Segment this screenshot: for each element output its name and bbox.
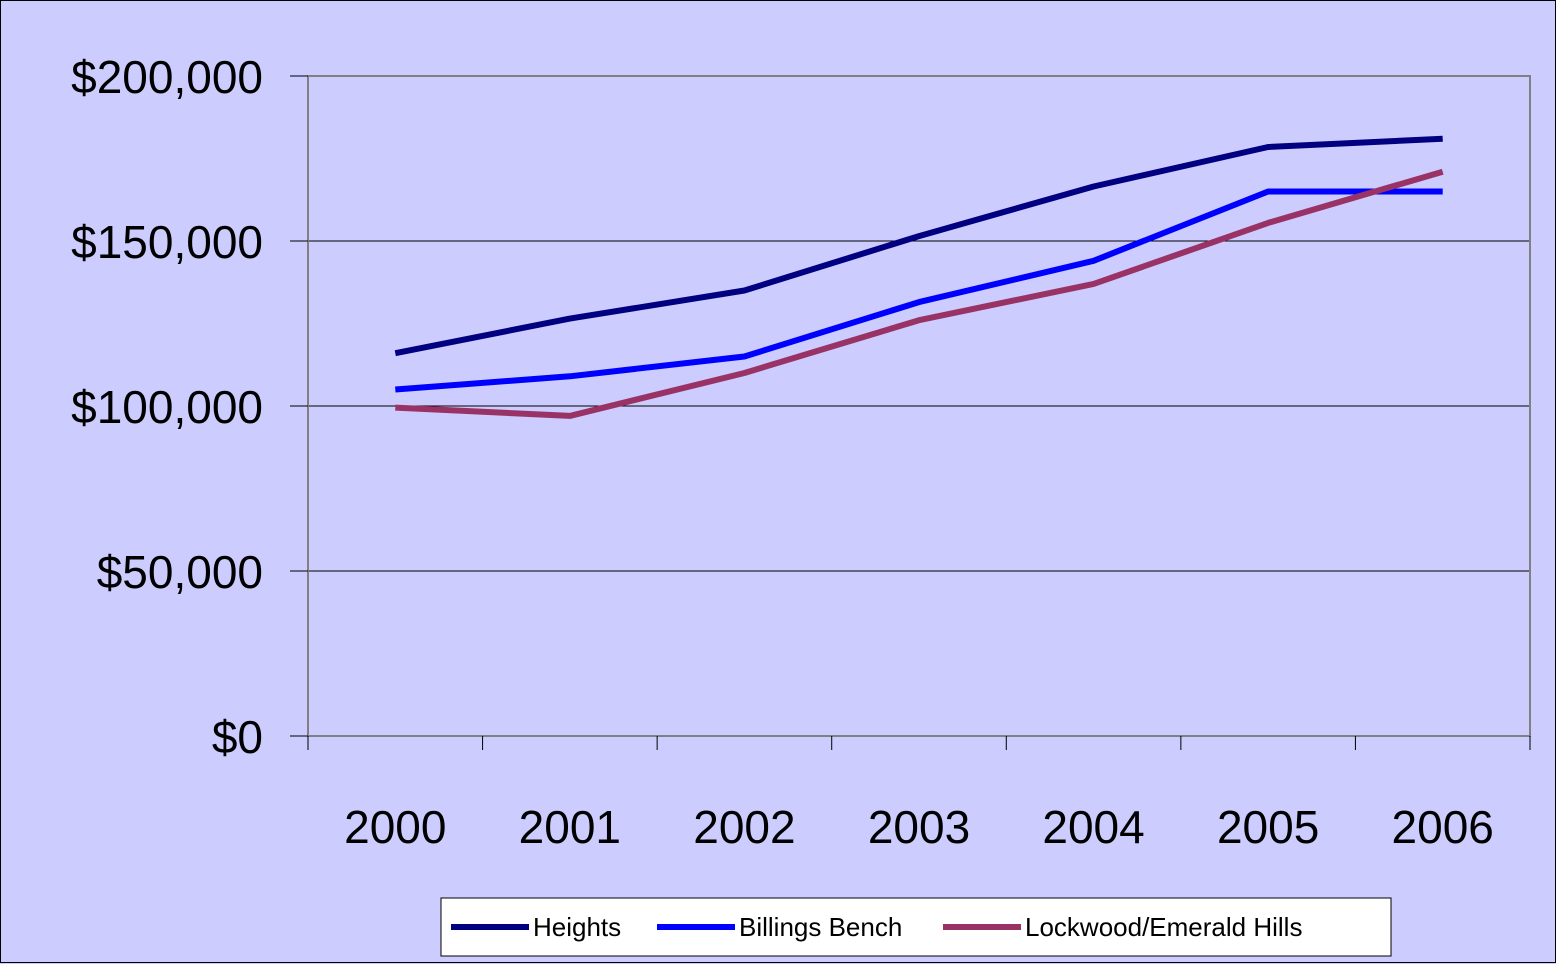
legend-label: Billings Bench <box>739 912 902 942</box>
series-line-lockwood-emerald-hills <box>395 168 1444 419</box>
series-lines <box>394 135 1444 419</box>
y-tick-label: $0 <box>212 711 263 763</box>
legend-label: Heights <box>533 912 621 942</box>
y-tick-label: $50,000 <box>97 546 263 598</box>
series-line-billings-bench <box>395 188 1443 393</box>
legend-label: Lockwood/Emerald Hills <box>1025 912 1302 942</box>
y-tick-label: $200,000 <box>71 51 263 103</box>
x-tick-label: 2000 <box>344 801 446 853</box>
x-tick-label: 2002 <box>693 801 795 853</box>
series-line-heights <box>394 135 1443 357</box>
x-tick-label: 2006 <box>1392 801 1494 853</box>
y-tick-label: $150,000 <box>71 216 263 268</box>
y-tick-label: $100,000 <box>71 381 263 433</box>
x-tick-label: 2005 <box>1217 801 1319 853</box>
x-tick-label: 2004 <box>1042 801 1144 853</box>
gridlines <box>308 75 1530 572</box>
axes: $0 $50,000 $100,000 $150,000 $200,000 2000 200… <box>71 51 1531 853</box>
legend-box <box>440 897 1392 957</box>
x-tick-label: 2003 <box>868 801 970 853</box>
legend: Heights Billings Bench Lockwood/Emerald Hi… <box>440 897 1392 957</box>
x-tick-label: 2001 <box>519 801 621 853</box>
